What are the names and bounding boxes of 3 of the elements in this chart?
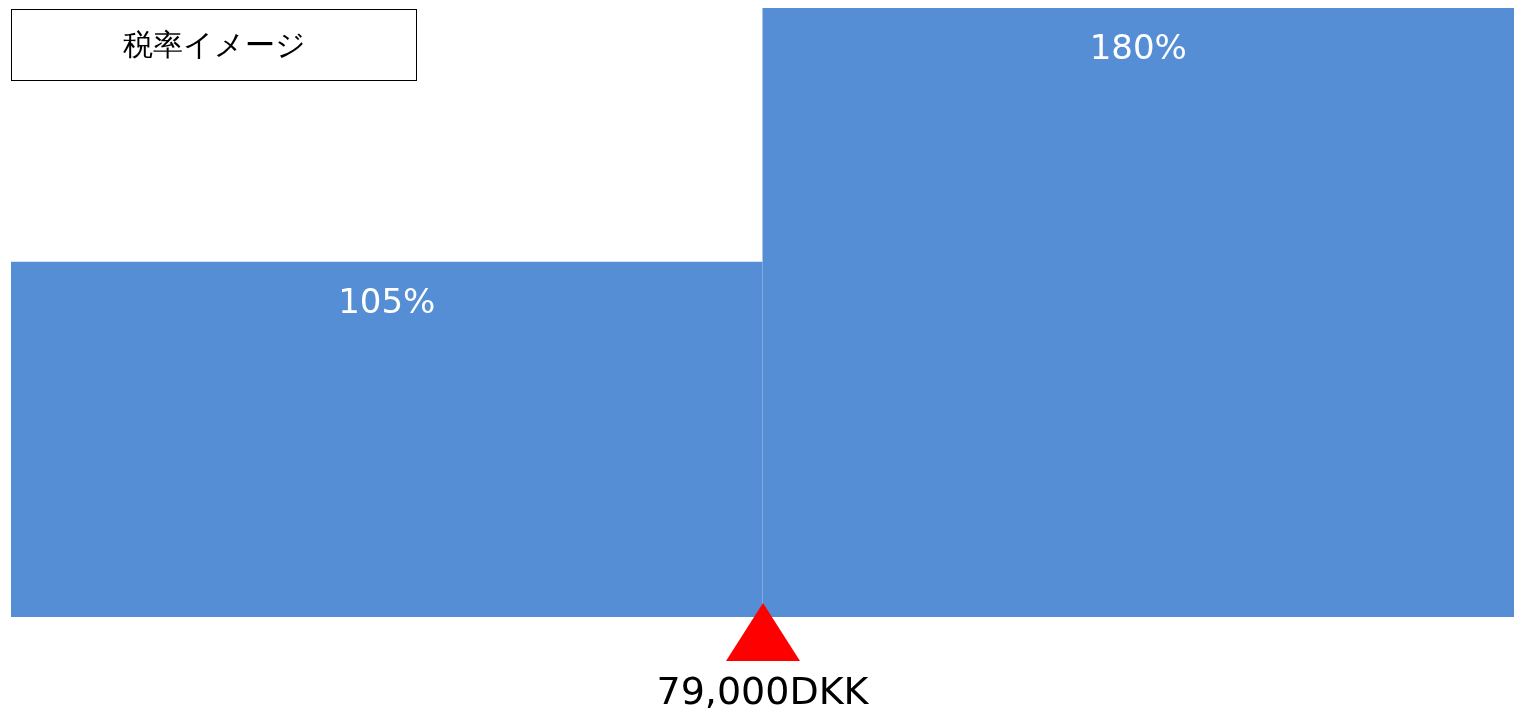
data-label: 180% <box>1089 27 1187 67</box>
data-label: 105% <box>338 280 436 321</box>
text: 79,000DKK <box>655 669 870 713</box>
